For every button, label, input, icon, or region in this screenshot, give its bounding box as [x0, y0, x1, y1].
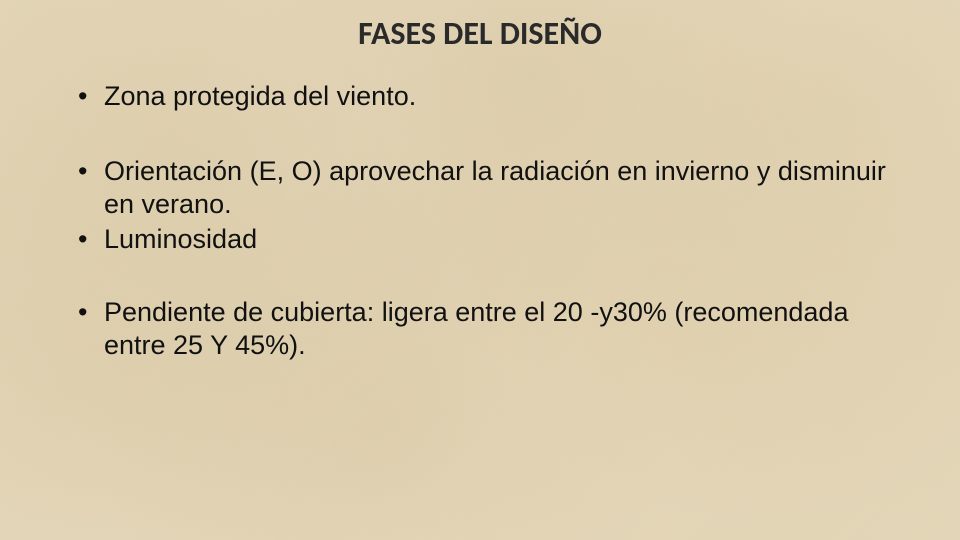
bullet-item: Zona protegida del viento.: [70, 80, 900, 113]
bullet-item: Pendiente de cubierta: ligera entre el 2…: [70, 296, 900, 362]
slide: FASES DEL DISEÑO Zona protegida del vien…: [0, 0, 960, 540]
spacer: [70, 113, 900, 155]
slide-title: FASES DEL DISEÑO: [0, 14, 960, 53]
bullet-list: Luminosidad: [70, 223, 900, 256]
bullet-item: Luminosidad: [70, 223, 900, 256]
spacer: [70, 256, 900, 296]
bullet-list: Pendiente de cubierta: ligera entre el 2…: [70, 296, 900, 362]
bullet-item: Orientación (E, O) aprovechar la radiaci…: [70, 155, 900, 221]
bullet-list: Orientación (E, O) aprovechar la radiaci…: [70, 155, 900, 221]
bullet-list: Zona protegida del viento.: [70, 80, 900, 113]
slide-body: Zona protegida del viento. Orientación (…: [70, 80, 900, 362]
